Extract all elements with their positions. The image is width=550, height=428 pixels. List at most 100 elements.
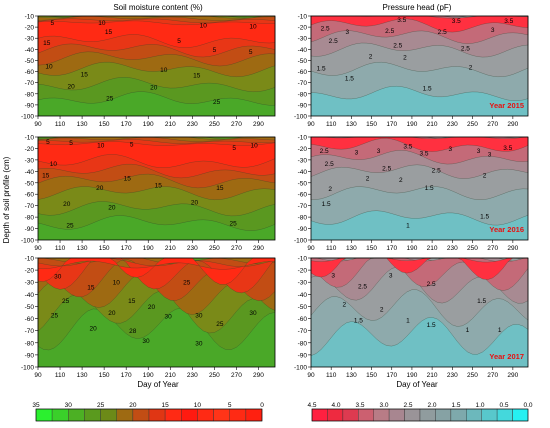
contour-label: 1.5 <box>317 66 326 73</box>
x-tick-label: 250 <box>467 121 478 128</box>
y-tick-label: -70 <box>298 203 308 210</box>
panel-frame <box>37 15 276 117</box>
legend-label: 0.5 <box>499 402 508 409</box>
x-tick-label: 130 <box>346 121 357 128</box>
y-tick-label: -40 <box>25 169 35 176</box>
y-tick-label: -100 <box>294 238 307 245</box>
contour-label: 3 <box>448 146 452 153</box>
moisture-color-legend: 35 30 25 20 15 10 5 0 <box>32 402 264 422</box>
legend-swatch <box>51 408 69 422</box>
contour-label: 20 <box>191 200 199 207</box>
contour-label: 10 <box>98 20 106 27</box>
contour-label: 15 <box>128 298 136 305</box>
legend-swatch <box>213 408 230 422</box>
x-tick-label: 230 <box>447 372 458 379</box>
contour-label: 5 <box>50 20 54 27</box>
panel-frame <box>37 136 276 241</box>
legend-swatch <box>100 408 117 422</box>
legend-label: 4.0 <box>331 402 340 409</box>
y-tick-label: -40 <box>25 292 35 299</box>
x-tick-label: 170 <box>386 121 397 128</box>
contour-label: 3 <box>488 152 492 159</box>
y-tick-label: -70 <box>25 203 35 210</box>
legend-swatch <box>358 408 374 422</box>
x-tick-label: 190 <box>143 121 154 128</box>
contour-label: 25 <box>51 312 59 319</box>
contour-label: 2 <box>399 177 403 184</box>
contour-label: 1 <box>498 327 502 334</box>
x-tick-label: 150 <box>366 372 377 379</box>
contour-label: 2 <box>380 306 384 313</box>
contour-label: 3 <box>345 29 349 36</box>
x-tick-label: 110 <box>55 121 66 128</box>
contour-label: 30 <box>249 310 257 317</box>
pressure-panel-row-2: 2.5 3 33.53.53 3 33.52.52.5 2.52 222 1.51.511.5… <box>294 135 529 252</box>
legend-swatch <box>116 408 133 422</box>
contour-label: 3 <box>377 148 381 155</box>
legend-swatch <box>245 408 263 422</box>
contour-label: 5 <box>130 141 134 148</box>
x-tick-label: 230 <box>447 121 458 128</box>
contour-label: 30 <box>164 314 172 321</box>
x-tick-label: 110 <box>326 245 337 252</box>
contour-label: 10 <box>250 143 258 150</box>
y-tick-label: -60 <box>298 69 308 76</box>
contour-label: 15 <box>216 185 224 192</box>
y-tick-label: -10 <box>25 135 35 142</box>
x-tick-label: 290 <box>507 372 518 379</box>
contour-band <box>37 141 276 168</box>
legend-label: 30 <box>65 402 73 409</box>
x-tick-label: 110 <box>55 372 66 379</box>
legend-frame <box>311 408 529 422</box>
y-axis-title: Depth of soil profile (cm) <box>2 156 11 243</box>
x-tick-label: 110 <box>326 372 337 379</box>
legend-swatch <box>435 408 451 422</box>
y-tick-label: -90 <box>25 352 35 359</box>
contour-label: 1 <box>466 327 470 334</box>
contour-label: 10 <box>200 22 208 29</box>
contour-label: 10 <box>50 161 58 168</box>
legend-swatch <box>404 408 421 422</box>
y-tick-label: -30 <box>25 157 35 164</box>
legend-swatch <box>496 408 513 422</box>
legend-label: 3.0 <box>379 402 388 409</box>
x-axis-title-left: Day of Year <box>137 380 179 389</box>
y-tick-label: -90 <box>25 226 35 233</box>
contour-label: 1.5 <box>423 86 432 93</box>
x-tick-label: 110 <box>326 121 337 128</box>
contour-label: 15 <box>155 183 163 190</box>
y-tick-label: -20 <box>25 268 35 275</box>
y-tick-label: -100 <box>21 365 34 372</box>
contour-label: 10 <box>97 143 105 150</box>
y-tick-label: -20 <box>298 25 308 32</box>
contour-label: 2.5 <box>320 148 329 155</box>
contour-label: 2 <box>342 302 346 309</box>
legend-label: 1.5 <box>451 402 460 409</box>
x-tick-label: 270 <box>231 372 242 379</box>
y-tick-label: -80 <box>298 91 308 98</box>
contour-label: 20 <box>108 310 116 317</box>
legend-swatch <box>148 408 166 422</box>
pressure-color-legend: 4.5 4.0 3.5 3.0 2.5 2.0 1.5 1.0 0.5 0.0 <box>307 402 533 422</box>
contour-label: 5 <box>232 145 236 152</box>
contour-label: 3.5 <box>504 18 513 25</box>
y-tick-label: -50 <box>298 304 308 311</box>
x-tick-label: 210 <box>427 372 438 379</box>
legend-swatch <box>132 408 150 422</box>
x-tick-label: 190 <box>407 245 418 252</box>
legend-label: 0.0 <box>523 402 532 409</box>
y-tick-label: -40 <box>25 47 35 54</box>
x-tick-label: 110 <box>55 245 66 252</box>
x-tick-label: 130 <box>77 372 88 379</box>
contour-label: 2.5 <box>427 281 436 288</box>
y-tick-label: -50 <box>25 180 35 187</box>
y-tick-label: -100 <box>21 238 34 245</box>
y-tick-label: -100 <box>21 114 34 121</box>
y-tick-label: -80 <box>25 340 35 347</box>
contour-label: 3.5 <box>419 151 428 158</box>
legend-label: 0 <box>260 402 264 409</box>
legend-label: 10 <box>194 402 202 409</box>
contour-label: 2.5 <box>461 46 470 53</box>
